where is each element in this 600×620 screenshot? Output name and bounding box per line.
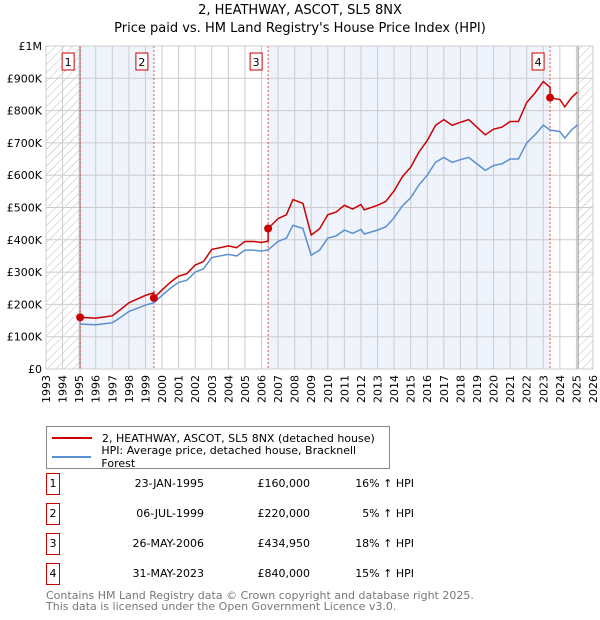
sale-point [76, 313, 85, 322]
x-tick-label: 2005 [239, 375, 252, 403]
x-tick-label: 2025 [570, 375, 583, 403]
legend-label: 2, HEATHWAY, ASCOT, SL5 8NX (detached ho… [102, 431, 375, 445]
y-tick-label: £600K [7, 169, 43, 182]
legend: 2, HEATHWAY, ASCOT, SL5 8NX (detached ho… [46, 426, 390, 470]
sale-price: £160,000 [257, 477, 311, 490]
y-tick-label: £500K [7, 202, 43, 215]
sale-number-box [135, 52, 149, 71]
sale-hpi-diff: 15% ↑ HPI [355, 567, 414, 580]
sale-row: 2 06-JUL-1999 £220,000 5% ↑ HPI [46, 503, 446, 525]
x-tick-label: 1996 [90, 375, 103, 403]
sale-number-label: 4 [535, 56, 542, 69]
x-tick-label: 2002 [189, 375, 202, 403]
x-tick-label: 2018 [454, 375, 467, 403]
x-tick-label: 2026 [587, 375, 600, 403]
x-tick-label: 1997 [106, 375, 119, 403]
sale-price: £434,950 [257, 537, 311, 550]
x-tick-label: 1998 [123, 375, 136, 403]
x-tick-label: 2014 [388, 375, 401, 403]
sale-number-badge: 1 [46, 473, 60, 495]
sale-date: 26-MAY-2006 [132, 537, 204, 550]
sale-number-badge: 2 [46, 503, 60, 525]
x-tick-label: 2003 [206, 375, 219, 403]
legend-item-property: 2, HEATHWAY, ASCOT, SL5 8NX (detached ho… [52, 429, 375, 447]
x-tick-label: 1994 [57, 375, 70, 403]
x-tick-label: 2009 [305, 375, 318, 403]
sale-number-badge: 3 [46, 533, 60, 555]
x-tick-label: 2016 [421, 375, 434, 403]
y-tick-label: £800K [7, 105, 43, 118]
sale-point [546, 93, 555, 102]
x-tick-label: 2006 [255, 375, 268, 403]
sale-number-box [531, 52, 545, 71]
sale-hpi-diff: 5% ↑ HPI [362, 507, 414, 520]
sale-hpi-diff: 18% ↑ HPI [355, 537, 414, 550]
x-tick-label: 2001 [173, 375, 186, 403]
x-tick-label: 2013 [372, 375, 385, 403]
y-tick-label: £400K [7, 234, 43, 247]
sale-number-badge: 4 [46, 563, 60, 585]
x-tick-label: 2012 [355, 375, 368, 403]
y-tick-label: £200K [7, 298, 43, 311]
sale-date: 23-JAN-1995 [134, 477, 204, 490]
legend-label: HPI: Average price, detached house, Brac… [101, 444, 357, 470]
x-tick-label: 2011 [338, 375, 351, 403]
sale-hpi-diff: 16% ↑ HPI [355, 477, 414, 490]
legend-item-hpi: HPI: Average price, detached house, Brac… [52, 444, 389, 470]
y-tick-label: £1M [19, 40, 43, 53]
y-tick-label: £700K [7, 137, 43, 150]
sale-price: £220,000 [257, 507, 311, 520]
x-tick-label: 2023 [537, 375, 550, 403]
sale-point [264, 224, 273, 233]
x-tick-label: 1995 [73, 375, 86, 403]
sale-row: 4 31-MAY-2023 £840,000 15% ↑ HPI [46, 563, 446, 585]
sale-number-box [249, 52, 263, 71]
sale-number-label: 1 [65, 56, 72, 69]
y-tick-label: £0 [28, 363, 42, 376]
hpi-line [80, 124, 578, 326]
x-tick-label: 2020 [488, 375, 501, 403]
sale-row: 1 23-JAN-1995 £160,000 16% ↑ HPI [46, 473, 446, 495]
x-tick-label: 2015 [405, 375, 418, 403]
x-tick-label: 2017 [438, 375, 451, 403]
x-tick-label: 2008 [289, 375, 302, 403]
x-tick-label: 2004 [222, 375, 235, 403]
sale-price: £840,000 [257, 567, 311, 580]
sale-row: 3 26-MAY-2006 £434,950 18% ↑ HPI [46, 533, 446, 555]
chart-title: 2, HEATHWAY, ASCOT, SL5 8NX [198, 3, 402, 18]
x-tick-label: 2021 [504, 375, 517, 403]
x-tick-label: 2024 [554, 375, 567, 403]
sale-number-label: 3 [253, 56, 260, 69]
x-tick-label: 2000 [156, 375, 169, 403]
price-chart: 1993 1994 1995 1996 1997 1998 1999 2000 2001 2002… [7, 40, 600, 403]
x-tick-label: 2019 [471, 375, 484, 403]
x-tick-label: 1999 [139, 375, 152, 403]
footer-line-1: Contains HM Land Registry data © Crown c… [46, 589, 474, 602]
legend-swatch-property [52, 437, 92, 439]
footer-line-2: This data is licensed under the Open Gov… [46, 600, 397, 613]
sale-number-box [61, 52, 75, 71]
x-tick-label: 2007 [272, 375, 285, 403]
sale-date: 06-JUL-1999 [136, 507, 204, 520]
x-tick-label: 2010 [322, 375, 335, 403]
y-tick-label: £300K [7, 266, 43, 279]
sale-number-label: 2 [138, 56, 145, 69]
legend-swatch-hpi [52, 456, 92, 458]
y-tick-label: £100K [7, 331, 43, 344]
sale-date: 31-MAY-2023 [132, 567, 204, 580]
x-tick-label: 2022 [521, 375, 534, 403]
chart-subtitle: Price paid vs. HM Land Registry's House … [114, 21, 486, 36]
plot-border [45, 45, 594, 370]
sale-point [149, 293, 158, 302]
property-price-line [80, 80, 578, 319]
x-tick-label: 1993 [40, 375, 53, 403]
y-tick-label: £900K [7, 72, 43, 85]
